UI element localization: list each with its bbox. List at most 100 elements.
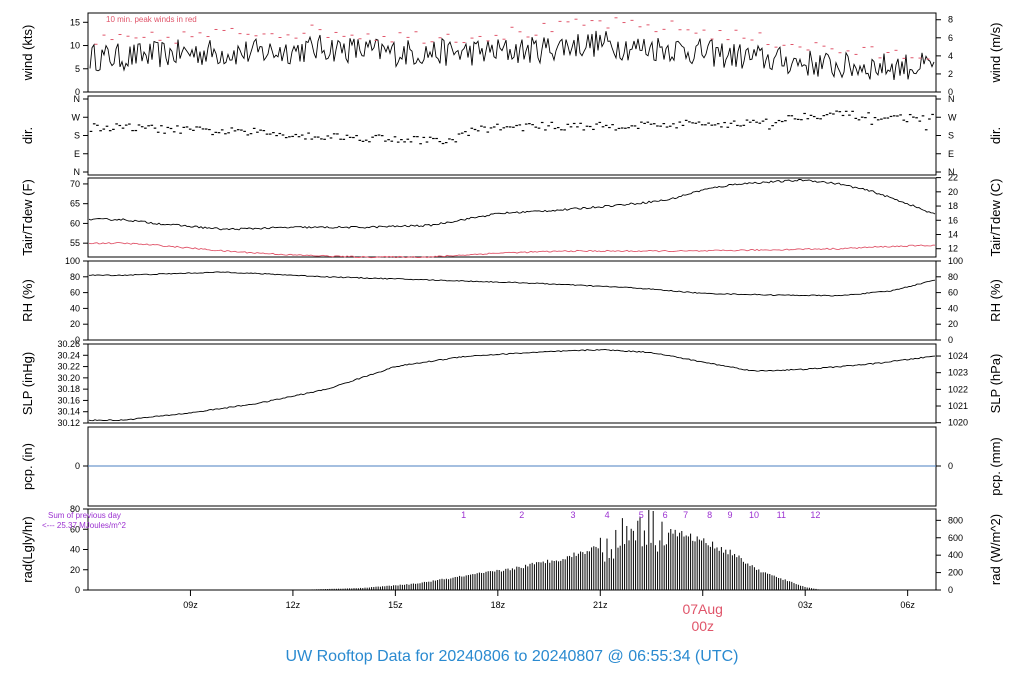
tdew-line [88, 242, 936, 259]
rh-ytick-label-left: 80 [70, 272, 80, 282]
slp-ylabel-left: SLP (inHg) [20, 352, 35, 415]
dir-ytick-label-left: N [74, 167, 81, 177]
slp-ytick-label-right: 1020 [948, 418, 968, 428]
midnight-label: 00z [691, 618, 714, 634]
slp-ytick-label-right: 1023 [948, 368, 968, 378]
rh-line [89, 271, 936, 297]
rad-ylabel-right: rad (W/m^2) [988, 514, 1003, 585]
rad-hour-label: 3 [570, 510, 575, 520]
tair_tdew-panel-frame [87, 177, 937, 258]
time-tick-label: 21z [593, 600, 608, 610]
rad-ytick-label-left: 20 [70, 565, 80, 575]
slp-ytick-label-left: 30.14 [57, 407, 80, 417]
rad-ytick-label-left: 40 [70, 545, 80, 555]
rh-ytick-label-left: 60 [70, 288, 80, 298]
dir-ytick-label-left: E [74, 149, 80, 159]
rad-ytick-label-right: 0 [948, 585, 953, 595]
rad-ytick-label-left: 0 [75, 585, 80, 595]
rh-ytick-label-right: 80 [948, 272, 958, 282]
temp-ytick-label-left: 70 [70, 179, 80, 189]
rad-annotation-line1: Sum of previous day [48, 511, 121, 520]
rad-ylabel-left: rad(Lgly/hr) [20, 516, 35, 582]
tair_tdew-ylabel-right: Tair/Tdew (C) [988, 178, 1003, 256]
wind-annotation: 10 min. peak winds in red [106, 15, 197, 24]
pcp-ytick-label-right: 0 [948, 461, 953, 471]
dir-ytick-label-left: W [72, 112, 81, 122]
dir-ytick-label-left: S [74, 131, 80, 141]
rad-hour-label: 11 [777, 510, 786, 520]
rad-annotation-line2: <--- 25.37 MJoules/m^2 [42, 521, 127, 530]
rad-hour-label: 1 [461, 510, 466, 520]
wind-ytick-label-left: 0 [75, 87, 80, 97]
temp-ytick-label-left: 55 [70, 238, 80, 248]
rad-hour-label: 8 [707, 510, 712, 520]
rh-ylabel-left: RH (%) [20, 279, 35, 322]
wind-ytick-label-right: 2 [948, 69, 953, 79]
day-label: 07Aug [682, 601, 722, 617]
slp-ytick-label-left: 30.20 [57, 373, 80, 383]
time-tick-label: 03z [798, 600, 813, 610]
rad-hour-label: 7 [683, 510, 688, 520]
slp-ytick-label-left: 30.16 [57, 395, 80, 405]
pcp-ytick-label-left: 0 [75, 461, 80, 471]
dir-ytick-label-right: S [948, 131, 954, 141]
slp-ytick-label-left: 30.12 [57, 418, 80, 428]
rad-hour-label: 6 [663, 510, 668, 520]
wind-ytick-label-left: 10 [70, 41, 80, 51]
temp-ytick-label-right: 16 [948, 215, 958, 225]
time-tick-label: 15z [388, 600, 403, 610]
dir-panel-frame [87, 95, 937, 176]
rad-ytick-label-right: 600 [948, 533, 963, 543]
slp-ytick-label-left: 30.18 [57, 384, 80, 394]
temp-ytick-label-left: 65 [70, 199, 80, 209]
wind-ytick-label-right: 8 [948, 15, 953, 25]
rad-ytick-label-right: 800 [948, 515, 963, 525]
pcp-ylabel-right: pcp. (mm) [988, 437, 1003, 496]
rh-ytick-label-left: 20 [70, 319, 80, 329]
wind-ylabel-left: wind (kts) [20, 25, 35, 82]
temp-ytick-label-right: 18 [948, 201, 958, 211]
dir-ytick-label-left: N [74, 94, 81, 104]
rh-ytick-label-left: 0 [75, 335, 80, 345]
rh-ytick-label-left: 40 [70, 303, 80, 313]
rad-hour-label: 10 [749, 510, 759, 520]
time-tick-label: 06z [900, 600, 915, 610]
slp-line [88, 348, 936, 422]
rh-ylabel-right: RH (%) [988, 279, 1003, 322]
tair_tdew-ylabel-left: Tair/Tdew (F) [20, 179, 35, 256]
wind-ytick-label-left: 5 [75, 64, 80, 74]
rad-ytick-label-right: 200 [948, 568, 963, 578]
temp-ytick-label-right: 20 [948, 187, 958, 197]
rad-hour-label: 4 [605, 510, 610, 520]
temp-ytick-label-right: 22 [948, 173, 958, 183]
rad-hour-label: 12 [810, 510, 820, 520]
slp-ytick-label-left: 30.26 [57, 339, 80, 349]
temp-ytick-label-right: 14 [948, 229, 958, 239]
rad-ytick-label-left: 80 [70, 504, 80, 514]
wind-ytick-label-right: 4 [948, 51, 953, 61]
wind-ylabel-right: wind (m/s) [988, 23, 1003, 84]
dir-ytick-label-right: W [948, 112, 957, 122]
rh-ytick-label-right: 20 [948, 319, 958, 329]
rh-ytick-label-right: 0 [948, 335, 953, 345]
rh-ytick-label-right: 40 [948, 303, 958, 313]
slp-ytick-label-right: 1021 [948, 401, 968, 411]
slp-ytick-label-right: 1024 [948, 351, 968, 361]
rh-ytick-label-right: 100 [948, 256, 963, 266]
rad-hour-label: 9 [728, 510, 733, 520]
time-tick-label: 12z [286, 600, 301, 610]
dir-ytick-label-right: N [948, 167, 955, 177]
rh-panel-frame [87, 260, 937, 341]
dir-ytick-label-right: N [948, 94, 955, 104]
tair-line [88, 178, 936, 231]
wind-panel-frame [87, 12, 937, 93]
dir-ytick-label-right: E [948, 149, 954, 159]
slp-ylabel-right: SLP (hPa) [988, 354, 1003, 414]
dir-ylabel-right: dir. [988, 127, 1003, 144]
rad-hour-label: 5 [639, 510, 644, 520]
rad-ytick-label-left: 60 [70, 524, 80, 534]
chart-canvas: wind (kts) wind (m/s) dir. dir. Tair/Tdew (F… [20, 12, 1003, 634]
slp-panel-frame [87, 343, 937, 424]
time-tick-label: 18z [491, 600, 506, 610]
pcp-ylabel-left: pcp. (in) [20, 443, 35, 490]
